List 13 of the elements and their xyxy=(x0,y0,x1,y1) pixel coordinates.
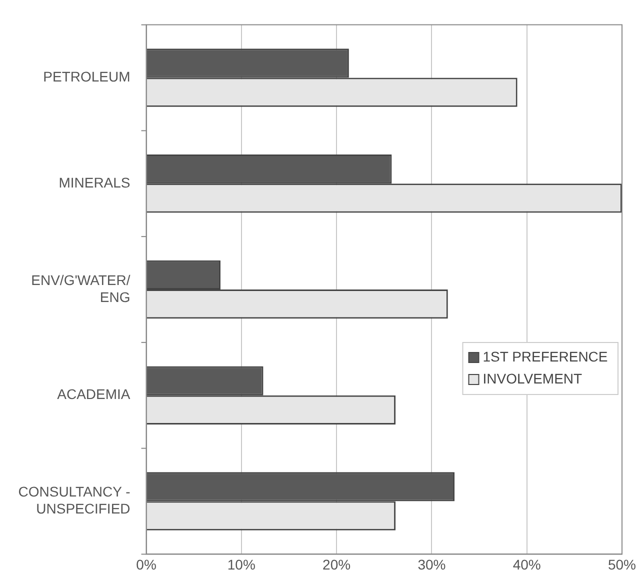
x-tick-label: 0% xyxy=(136,556,156,572)
y-tick-label: ACADEMIA xyxy=(57,386,131,402)
x-tick-label: 40% xyxy=(512,556,541,572)
y-tick-label: MINERALS xyxy=(58,174,130,190)
y-tick-label: ENV/G'WATER/ ENG xyxy=(31,272,130,305)
y-tick-label: PETROLEUM xyxy=(43,68,130,85)
x-tick-label: 10% xyxy=(227,556,256,572)
legend-label: INVOLVEMENT xyxy=(482,370,583,386)
x-tick-label: 30% xyxy=(418,556,446,572)
legend-label: 1ST PREFERENCE xyxy=(482,348,608,364)
x-tick-label: 50% xyxy=(608,556,636,572)
x-tick-label: 20% xyxy=(322,556,351,572)
y-tick-label: CONSULTANCY - UNSPECIFIED xyxy=(18,484,131,517)
